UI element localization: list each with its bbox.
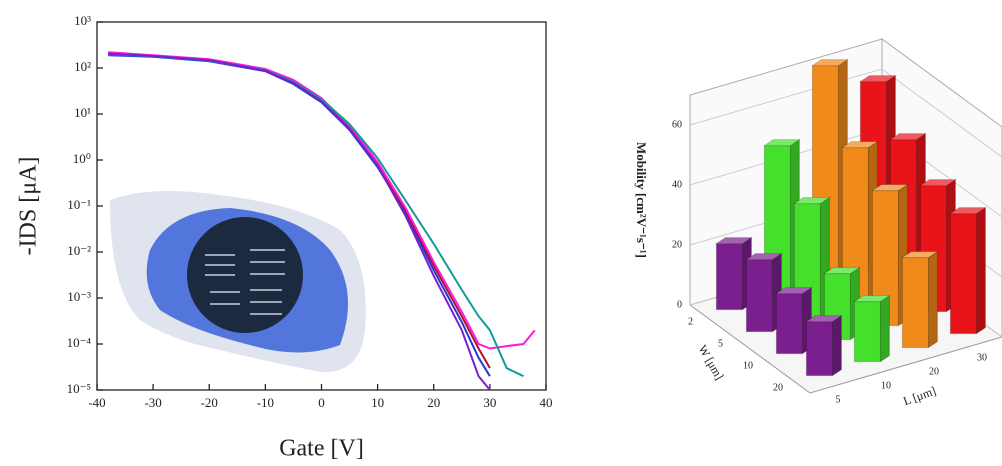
data-line bbox=[108, 52, 491, 391]
w-tick-label: 20 bbox=[773, 382, 783, 393]
y-tick-label: 10⁻¹ bbox=[67, 197, 91, 212]
x-tick-label: 10 bbox=[371, 395, 384, 410]
bar-top-light bbox=[746, 253, 782, 260]
bar-top-light bbox=[824, 267, 860, 274]
bar-side-shade bbox=[976, 207, 986, 334]
w-tick-label: 2 bbox=[688, 316, 693, 327]
bar-side-shade bbox=[832, 315, 842, 376]
x-tick-label: -30 bbox=[144, 395, 161, 410]
y-tick-label: 10² bbox=[74, 59, 91, 74]
x-tick-label: 40 bbox=[540, 395, 553, 410]
l-tick-label: 10 bbox=[881, 380, 891, 391]
y-tick-label: 10³ bbox=[74, 13, 91, 28]
y-tick-label: 10¹ bbox=[74, 105, 91, 120]
x-tick-label: 20 bbox=[427, 395, 440, 410]
bar bbox=[852, 294, 892, 363]
bar-front bbox=[745, 259, 773, 333]
bar-top bbox=[744, 253, 784, 261]
w-tick-label: 10 bbox=[743, 360, 753, 371]
z-tick-label: 60 bbox=[672, 119, 682, 130]
bar bbox=[804, 314, 844, 377]
bar-top bbox=[822, 267, 862, 275]
z-tick-label: 0 bbox=[677, 299, 682, 310]
x-axis-label: Gate [V] bbox=[279, 436, 364, 462]
bar-top-light bbox=[902, 251, 938, 258]
bar-top bbox=[810, 59, 850, 67]
bar-top-light bbox=[842, 141, 878, 148]
wafer-pattern bbox=[205, 249, 285, 315]
y-tick-label: 10⁻² bbox=[67, 243, 91, 258]
bar bbox=[900, 250, 940, 349]
l-tick-label: 20 bbox=[929, 366, 939, 377]
bar-top bbox=[774, 287, 814, 295]
bar-top bbox=[840, 141, 880, 149]
bar-front bbox=[949, 213, 977, 335]
bar-top bbox=[888, 133, 928, 141]
x-tick-label: -40 bbox=[88, 395, 105, 410]
bar-top-light bbox=[806, 315, 842, 322]
bar-front bbox=[853, 301, 881, 363]
wafer bbox=[187, 217, 303, 333]
bar-top bbox=[852, 295, 892, 303]
bar-top bbox=[918, 179, 958, 187]
y-tick-label: 10⁻³ bbox=[67, 289, 91, 304]
bar-top bbox=[762, 139, 802, 147]
bar-front bbox=[805, 321, 833, 377]
y-tick-label: 10⁻⁵ bbox=[67, 381, 91, 396]
grid-line bbox=[689, 68, 1002, 158]
bar-top-light bbox=[920, 179, 956, 186]
l-axis-label: L [μm] bbox=[901, 383, 937, 408]
bar-top-light bbox=[716, 237, 752, 244]
y-axis-label: -IDS [μA] bbox=[16, 157, 42, 256]
bar-top bbox=[804, 315, 844, 323]
y-tick-label: 10⁻⁴ bbox=[67, 335, 92, 350]
z-axis-label: Mobility [cm²V⁻¹s⁻¹] bbox=[634, 142, 649, 258]
bar-top-light bbox=[776, 287, 812, 294]
bar-top-light bbox=[764, 139, 800, 146]
z-tick-label: 40 bbox=[672, 179, 682, 190]
x-tick-label: 30 bbox=[483, 395, 496, 410]
x-tick-label: -10 bbox=[257, 395, 274, 410]
bar-front bbox=[775, 293, 803, 355]
w-tick-label: 5 bbox=[718, 338, 723, 349]
photo-inset bbox=[110, 191, 366, 373]
z-tick-label: 20 bbox=[672, 239, 682, 250]
bar-side-shade bbox=[880, 295, 890, 362]
l-tick-label: 5 bbox=[836, 394, 841, 405]
bar-front bbox=[901, 257, 929, 349]
bar-top bbox=[870, 184, 910, 192]
bar-top bbox=[714, 237, 754, 245]
bar-top-light bbox=[794, 197, 830, 204]
bar-top-light bbox=[860, 75, 896, 82]
y-tick-label: 10⁰ bbox=[73, 151, 91, 166]
x-tick-label: 0 bbox=[318, 395, 325, 410]
bar-top-light bbox=[854, 295, 890, 302]
bar bbox=[948, 206, 988, 335]
bar-top-light bbox=[812, 59, 848, 66]
bar-top bbox=[792, 197, 832, 205]
bar-top bbox=[948, 207, 988, 215]
bar-side-shade bbox=[928, 251, 938, 348]
bar bbox=[774, 286, 814, 355]
x-tick-label: -20 bbox=[201, 395, 218, 410]
bar-top-light bbox=[872, 184, 908, 191]
bar-top bbox=[858, 75, 898, 83]
bar-top bbox=[900, 251, 940, 259]
bar-front bbox=[715, 243, 743, 311]
bar-top-light bbox=[950, 207, 986, 214]
bar-top-light bbox=[890, 133, 926, 140]
l-tick-label: 30 bbox=[977, 352, 987, 363]
